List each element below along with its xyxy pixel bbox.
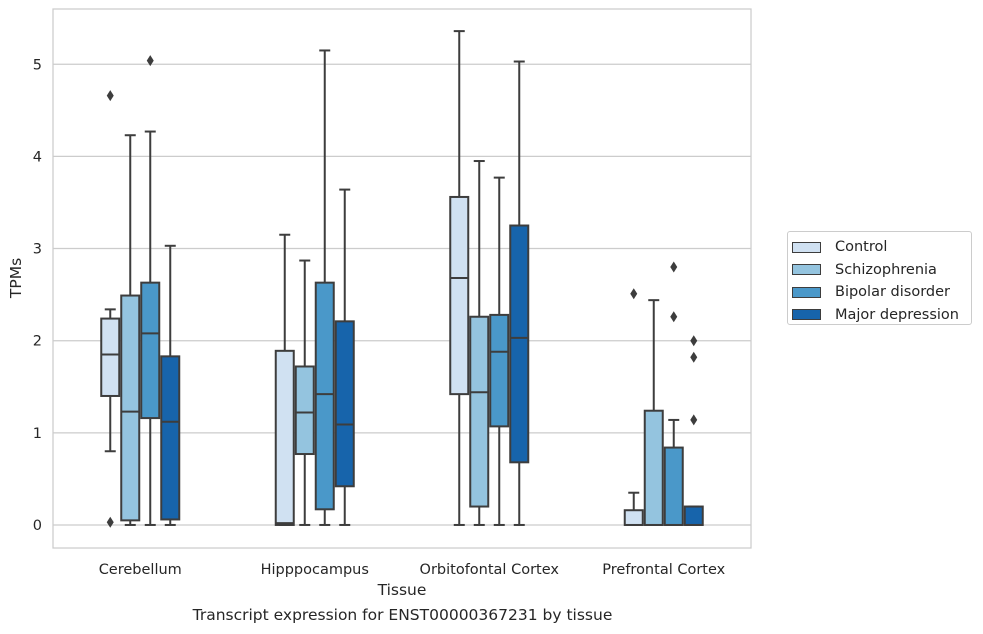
boxes [100, 30, 704, 528]
x-tick-labels: Cerebellum Hipppocampus Orbitofontal Corte… [99, 562, 726, 578]
outlier-point [670, 311, 678, 323]
box-body [140, 281, 161, 420]
box-3-2 [663, 261, 684, 526]
legend: Control Schizophrenia Bipolar disorder M… [787, 231, 972, 325]
box-3-0 [623, 288, 644, 526]
box-body [509, 224, 530, 464]
box-body [314, 281, 335, 511]
box-body [120, 294, 141, 522]
box-0-0 [100, 90, 121, 528]
x-tick-label: Prefrontal Cortex [602, 562, 725, 578]
box-2-0 [449, 30, 470, 526]
legend-swatch-depression [792, 309, 821, 321]
legend-label-depression: Major depression [835, 306, 959, 323]
y-tick-label: 4 [33, 149, 42, 165]
legend-item-depression: Major depression [792, 304, 971, 327]
box-1-0 [274, 233, 295, 526]
box-1-1 [294, 259, 315, 526]
y-tick-label: 2 [33, 334, 42, 350]
box-0-2 [140, 55, 161, 526]
box-3-1 [643, 299, 664, 526]
outlier-point [690, 351, 698, 363]
y-tick-label: 0 [33, 518, 42, 534]
legend-item-schizophrenia: Schizophrenia [792, 259, 971, 282]
outlier-point [106, 90, 114, 102]
outlier-point [690, 335, 698, 347]
legend-label-bipolar: Bipolar disorder [835, 284, 950, 301]
box-2-1 [469, 160, 490, 526]
box-0-1 [120, 134, 141, 526]
y-axis-label: TPMs [7, 258, 25, 299]
outlier-point [630, 288, 638, 300]
outlier-point [146, 55, 154, 67]
box-body [100, 317, 121, 397]
box-2-2 [489, 176, 510, 526]
box-body [683, 505, 704, 526]
box-3-3 [683, 335, 704, 526]
outlier-point [106, 516, 114, 528]
x-axis-label: Tissue [377, 581, 427, 599]
box-body [489, 313, 510, 428]
outlier-point [670, 261, 678, 273]
box-body [469, 315, 490, 508]
legend-swatch-bipolar [792, 286, 821, 298]
box-body [294, 365, 315, 456]
box-body [160, 355, 181, 521]
y-tick-label: 1 [33, 426, 42, 442]
y-tick-labels: 0 1 2 3 4 5 [33, 57, 42, 534]
x-tick-label: Orbitofontal Cortex [420, 562, 560, 578]
legend-item-bipolar: Bipolar disorder [792, 281, 971, 304]
box-body [334, 320, 355, 488]
y-tick-label: 3 [33, 242, 42, 258]
box-body [274, 349, 295, 526]
legend-swatch-control [792, 241, 821, 253]
box-body [663, 446, 684, 526]
y-tick-label: 5 [33, 57, 42, 73]
chart-caption: Transcript expression for ENST0000036723… [192, 606, 613, 624]
x-tick-label: Cerebellum [99, 562, 182, 578]
outlier-point [690, 414, 698, 426]
legend-label-schizophrenia: Schizophrenia [835, 261, 937, 278]
box-2-3 [509, 60, 530, 526]
legend-swatch-schizophrenia [792, 264, 821, 276]
box-body [643, 409, 664, 526]
box-body [449, 195, 470, 396]
x-tick-label: Hipppocampus [261, 562, 369, 578]
box-1-2 [314, 49, 335, 526]
legend-item-control: Control [792, 236, 971, 259]
plot-area-frame [52, 8, 752, 549]
box-body [623, 509, 644, 526]
legend-label-control: Control [835, 239, 888, 256]
box-0-3 [160, 244, 181, 526]
box-1-3 [334, 188, 355, 526]
